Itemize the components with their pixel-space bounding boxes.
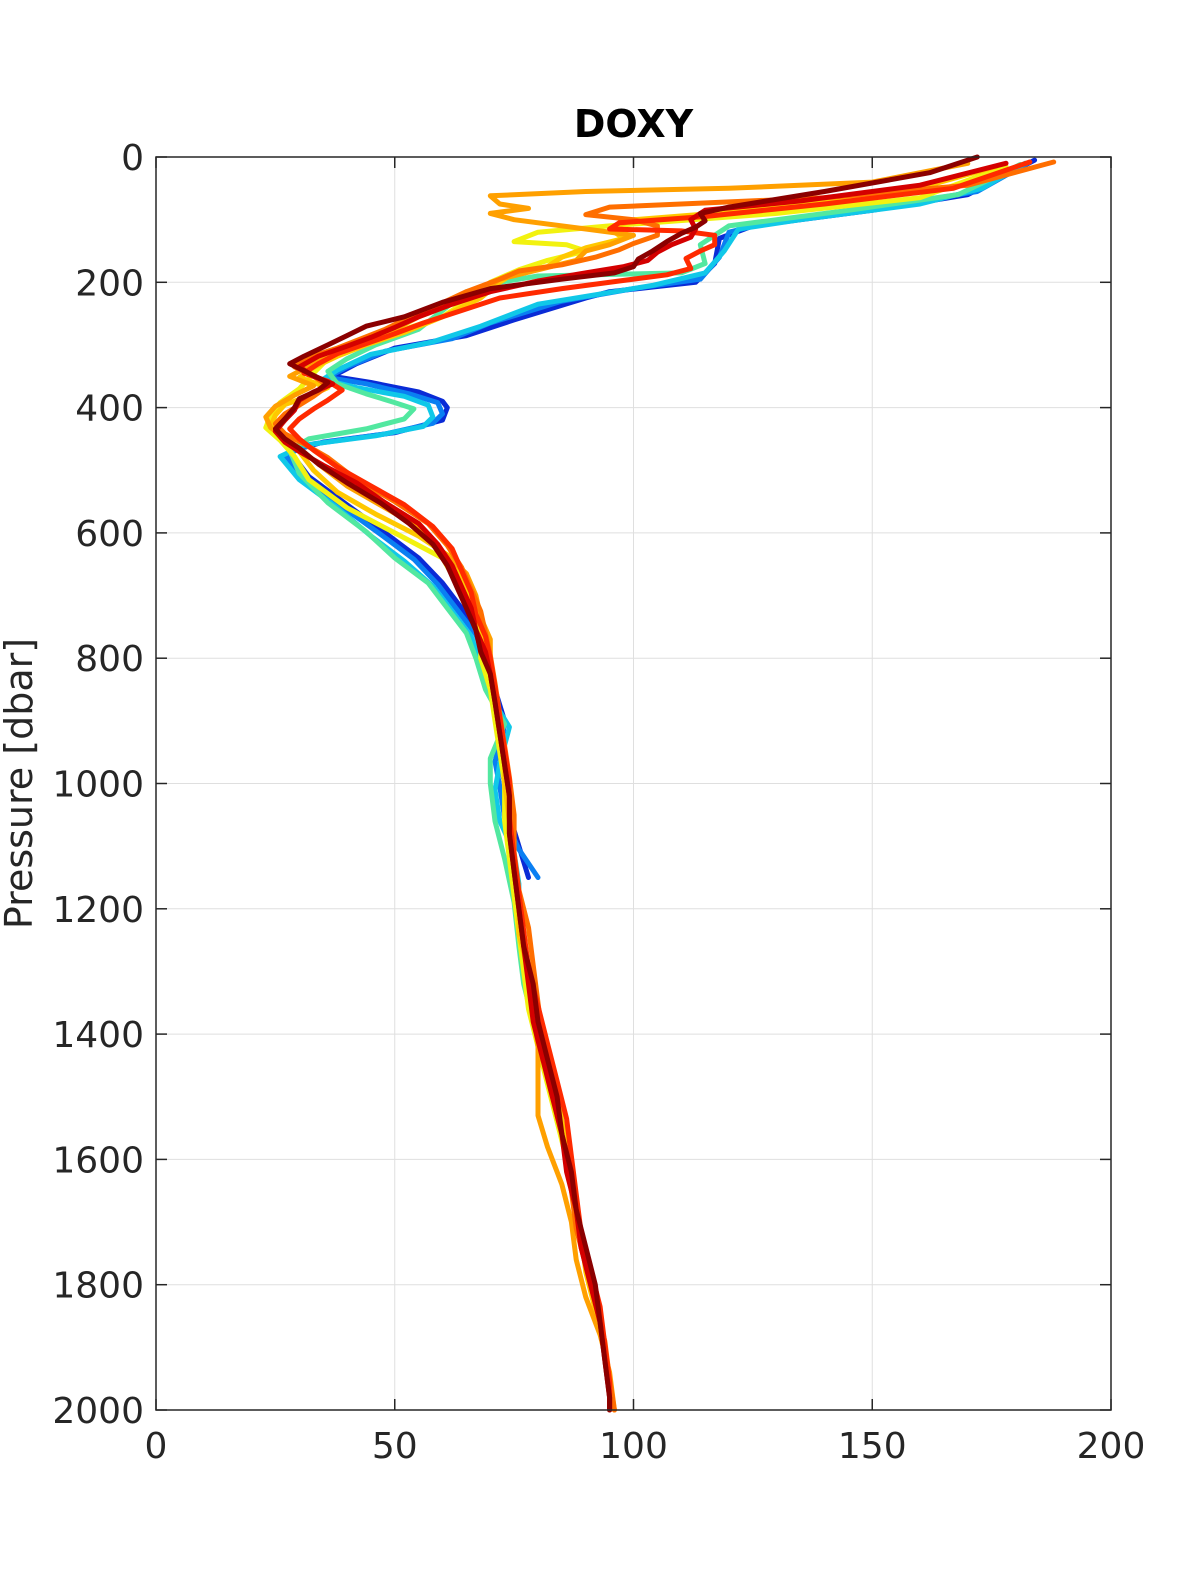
y-tick-label: 1400 — [52, 1015, 144, 1056]
chart-title: DOXY — [574, 102, 694, 146]
profile-line-10 — [272, 160, 1009, 1413]
x-tick-label: 0 — [145, 1426, 168, 1467]
axis-ticks: 0 50 100 150 2000200400600800100012001400160… — [52, 138, 1145, 1467]
x-tick-label: 50 — [372, 1426, 418, 1467]
x-tick-label: 200 — [1077, 1426, 1146, 1467]
y-tick-label: 800 — [75, 639, 144, 680]
y-tick-label: 1600 — [52, 1140, 144, 1181]
y-tick-label: 200 — [75, 263, 144, 304]
profile-series — [263, 154, 1057, 1413]
profile-line-11 — [272, 154, 980, 1413]
y-tick-label: 400 — [75, 389, 144, 430]
y-tick-label: 1000 — [52, 765, 144, 806]
y-tick-label: 2000 — [52, 1391, 144, 1432]
y-axis-title: Pressure [dbar] — [0, 638, 41, 929]
y-tick-label: 0 — [121, 138, 144, 179]
profile-line-9 — [287, 159, 1033, 1413]
x-tick-label: 100 — [599, 1426, 668, 1467]
x-tick-label: 150 — [838, 1426, 907, 1467]
y-tick-label: 1800 — [52, 1266, 144, 1307]
y-tick-label: 600 — [75, 514, 144, 555]
y-tick-label: 1200 — [52, 890, 144, 931]
